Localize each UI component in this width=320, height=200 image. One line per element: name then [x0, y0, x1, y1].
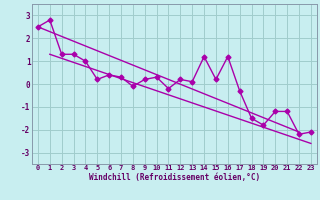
- X-axis label: Windchill (Refroidissement éolien,°C): Windchill (Refroidissement éolien,°C): [89, 173, 260, 182]
